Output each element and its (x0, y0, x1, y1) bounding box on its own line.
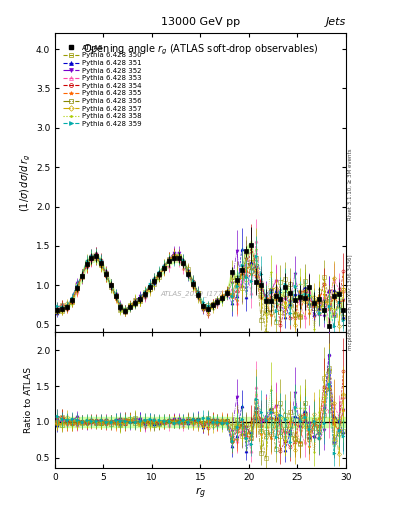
Text: Opening angle $r_g$ (ATLAS soft-drop observables): Opening angle $r_g$ (ATLAS soft-drop obs… (83, 42, 318, 57)
X-axis label: $r_g$: $r_g$ (195, 485, 206, 501)
Text: mcplots.cern.ch [arXiv:1306.3436]: mcplots.cern.ch [arXiv:1306.3436] (348, 254, 353, 350)
Y-axis label: Ratio to ATLAS: Ratio to ATLAS (24, 368, 33, 434)
Text: Rivet 3.1.10, ≥ 3M events: Rivet 3.1.10, ≥ 3M events (348, 148, 353, 220)
Text: Jets: Jets (325, 17, 346, 27)
Y-axis label: $(1/\sigma)\, d\sigma/d\, r_g$: $(1/\sigma)\, d\sigma/d\, r_g$ (18, 154, 33, 212)
Legend: ATLAS, Pythia 6.428 350, Pythia 6.428 351, Pythia 6.428 352, Pythia 6.428 353, P: ATLAS, Pythia 6.428 350, Pythia 6.428 35… (61, 42, 144, 129)
Text: ATLAS_2019_I1772062: ATLAS_2019_I1772062 (160, 290, 241, 297)
Text: 13000 GeV pp: 13000 GeV pp (161, 17, 240, 27)
